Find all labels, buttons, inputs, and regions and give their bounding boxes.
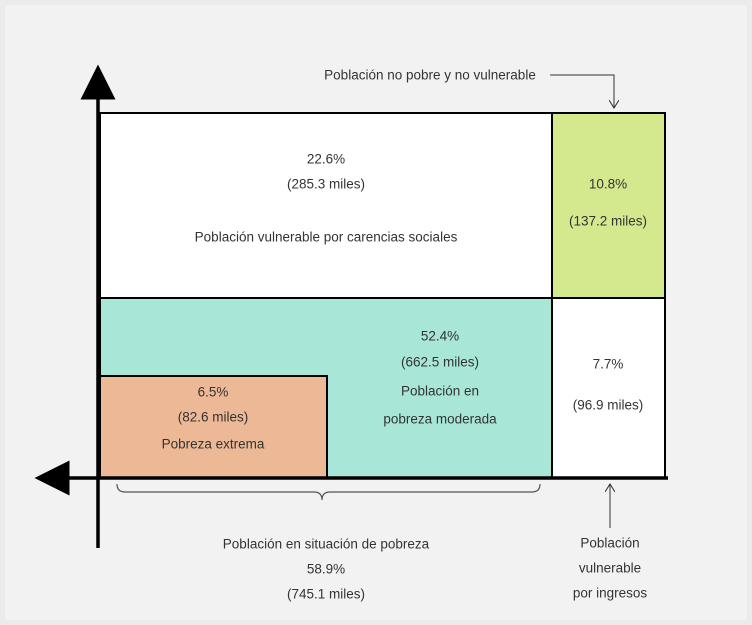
cell-vulnerable-income <box>551 297 666 479</box>
label: pobreza moderada <box>383 412 497 427</box>
cell-non-poor <box>551 112 666 299</box>
percent: 58.9% <box>307 562 345 577</box>
percent: 52.4% <box>421 329 459 344</box>
label: vulnerable <box>579 561 641 576</box>
label: Población vulnerable por carencias socia… <box>195 230 458 245</box>
amount: (285.3 miles) <box>287 177 365 192</box>
cell-extreme <box>99 375 328 479</box>
top-label: Población no pobre y no vulnerable <box>324 68 536 83</box>
label: Población <box>580 536 639 551</box>
top-arrow <box>550 74 614 108</box>
amount: (662.5 miles) <box>401 355 479 370</box>
amount: (96.9 miles) <box>573 398 644 413</box>
label: Población en situación de pobreza <box>223 537 430 552</box>
label: Pobreza extrema <box>162 437 265 452</box>
label: Población en <box>401 384 479 399</box>
amount: (745.1 miles) <box>287 587 365 602</box>
cell-vulnerable-social <box>99 112 553 299</box>
amount: (137.2 miles) <box>569 214 647 229</box>
label: por ingresos <box>573 586 648 601</box>
brace <box>116 483 541 501</box>
percent: 10.8% <box>589 177 627 192</box>
amount: (82.6 miles) <box>178 410 249 425</box>
percent: 6.5% <box>198 385 229 400</box>
percent: 22.6% <box>307 152 345 167</box>
percent: 7.7% <box>593 357 624 372</box>
